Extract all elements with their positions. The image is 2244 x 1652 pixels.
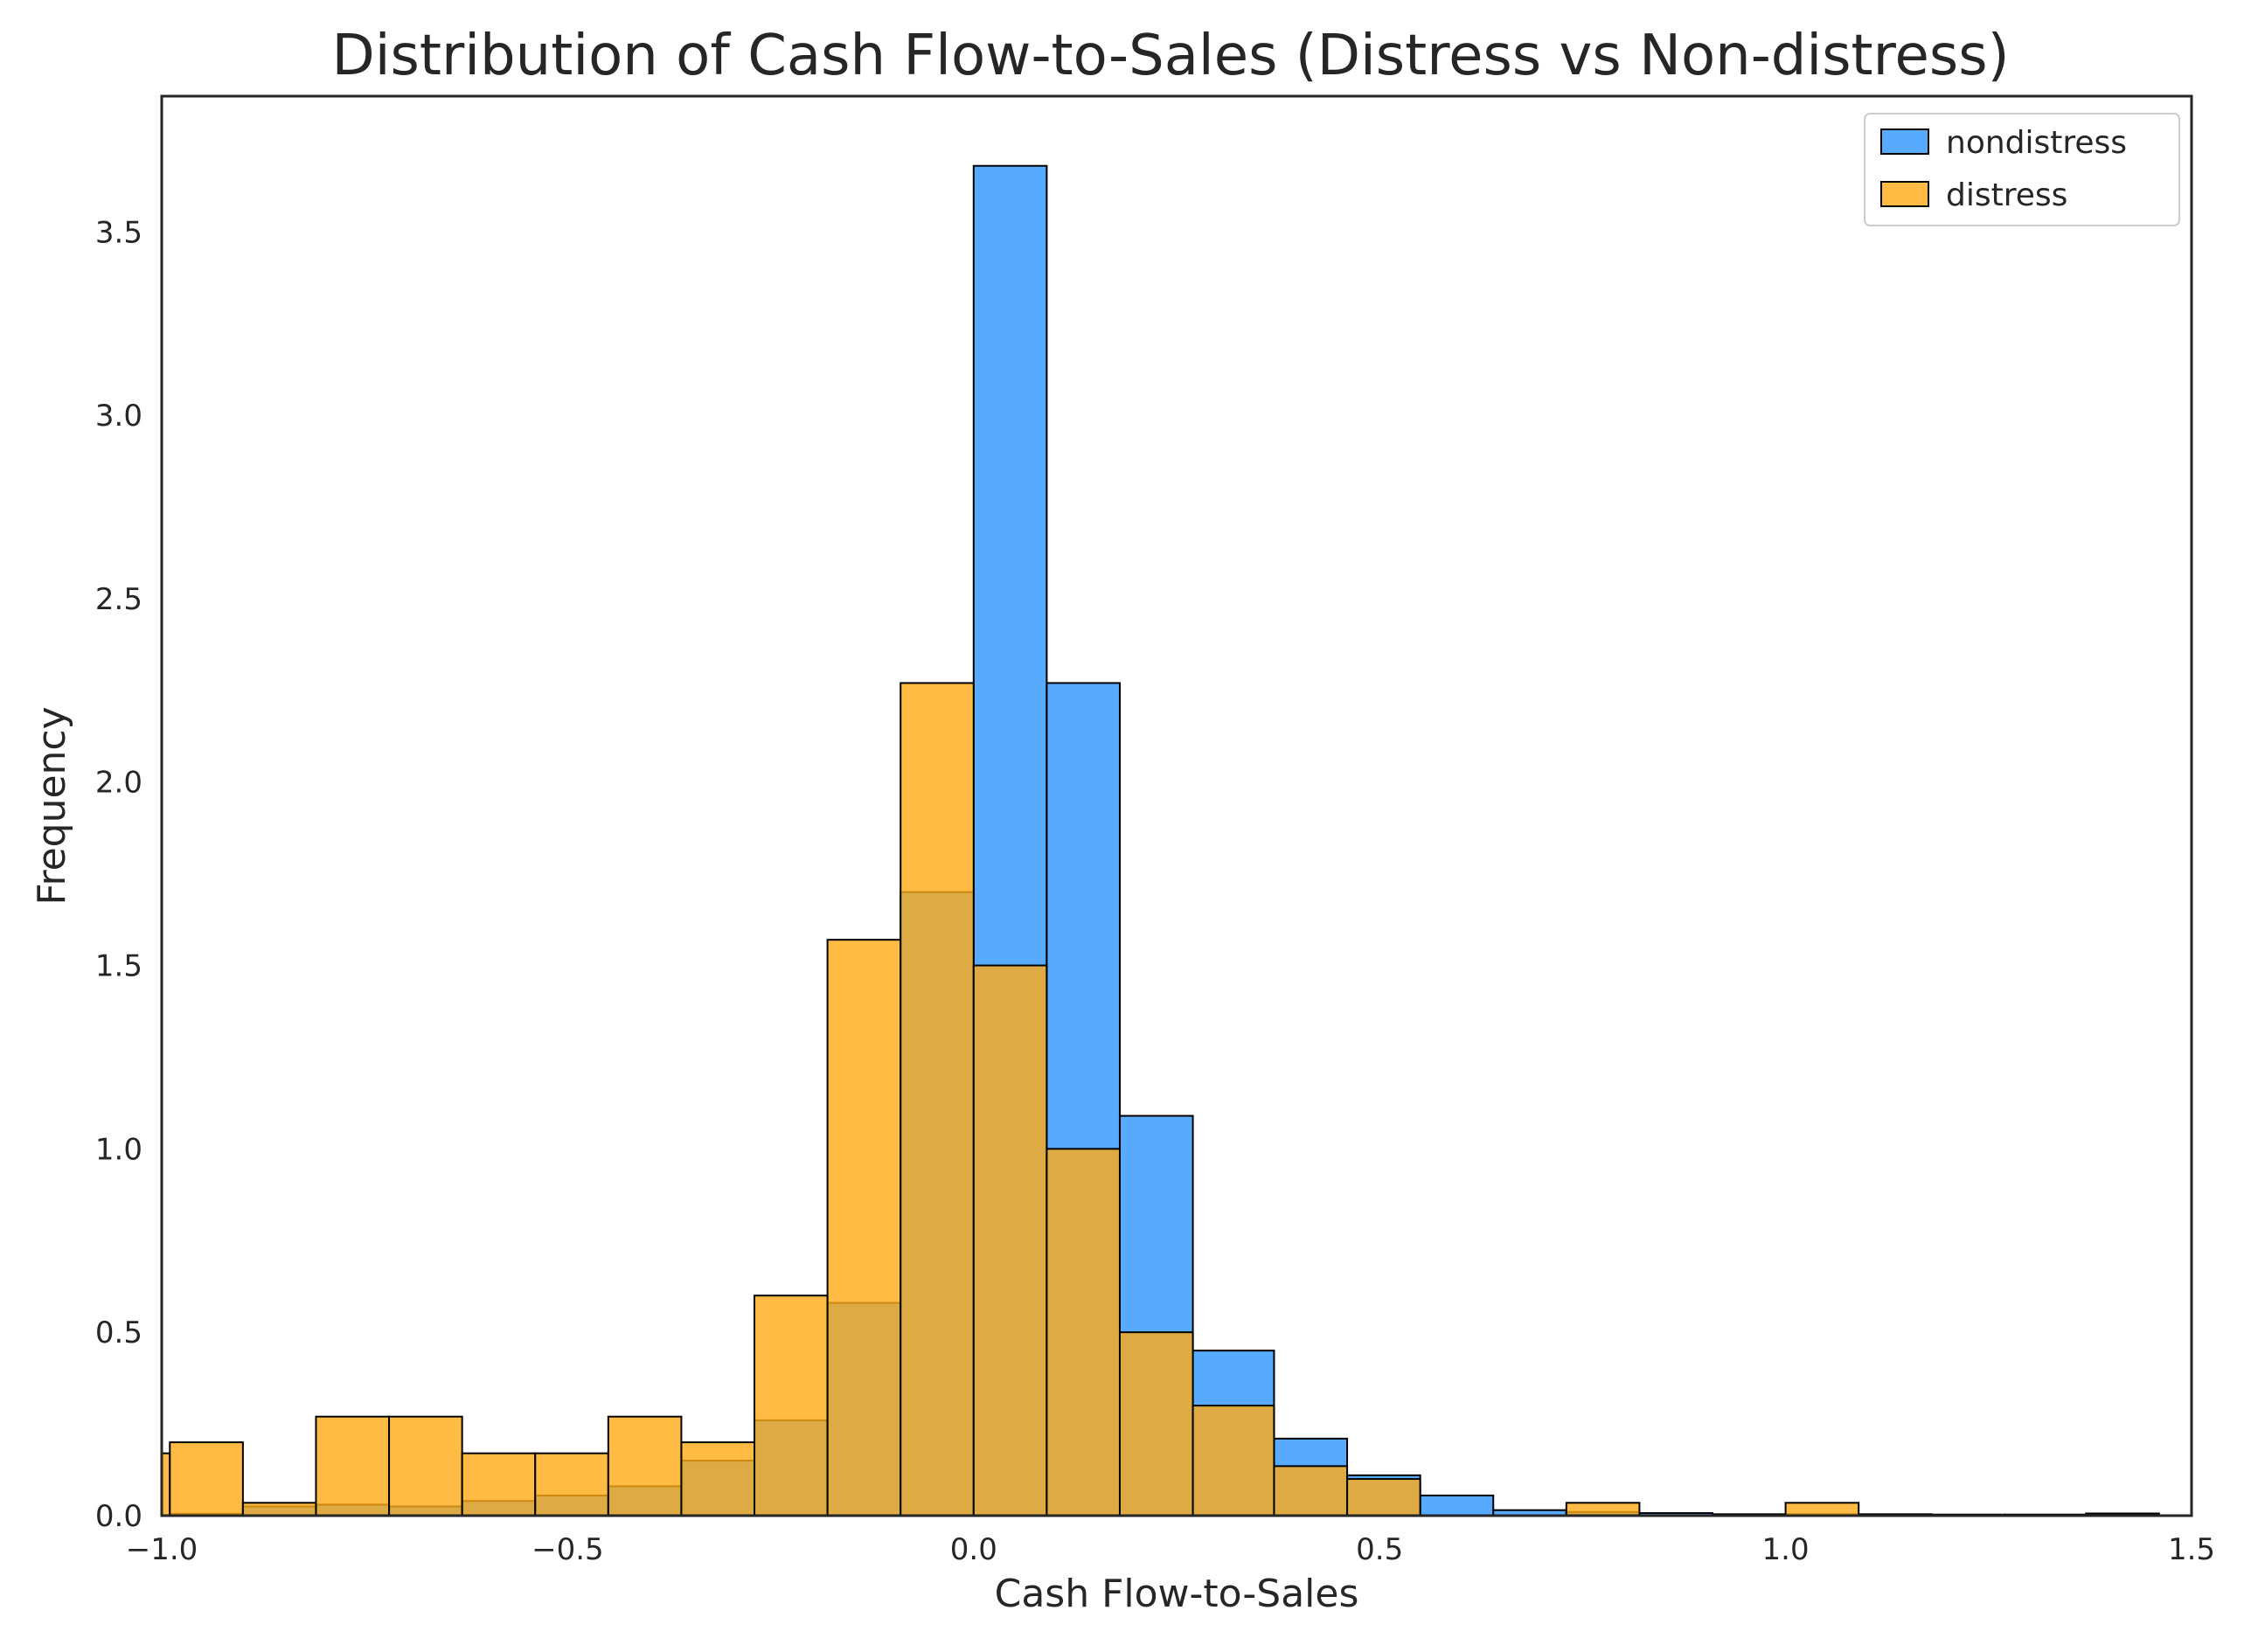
bar-distress-16: [1273, 1465, 1349, 1517]
legend-swatch-nondistress: [1880, 128, 1929, 155]
legend-swatch-distress: [1880, 181, 1929, 207]
chart-legend: nondistress distress: [1864, 113, 2180, 226]
bar-distress-11: [900, 682, 975, 1517]
bar-distress-8: [680, 1441, 756, 1517]
y-axis-label: Frequency: [30, 706, 74, 905]
legend-label-distress: distress: [1946, 177, 2067, 213]
y-axis-ticks: 0.0 0.5 1.0 1.5 2.0 2.5 3.0 3.5: [95, 215, 142, 1534]
y-tick-label: 2.5: [95, 582, 142, 617]
x-tick-label: 1.0: [1762, 1532, 1810, 1567]
x-tick-label: −1.0: [126, 1532, 198, 1567]
x-axis-label: Cash Flow-to-Sales: [995, 1572, 1359, 1616]
y-tick-label: 1.0: [95, 1132, 142, 1167]
x-tick-label: 0.0: [950, 1532, 997, 1567]
bar-distress-4: [388, 1415, 463, 1517]
bar-distress-10: [826, 939, 902, 1517]
y-tick-label: 0.0: [95, 1499, 142, 1534]
bar-distress-15: [1191, 1405, 1275, 1517]
x-tick-label: −0.5: [531, 1532, 604, 1567]
x-tick-label: 1.5: [2168, 1532, 2215, 1567]
series-distress-bars: [161, 682, 1860, 1517]
bar-nondistress-17: [1419, 1494, 1495, 1517]
bar-distress-6: [534, 1452, 609, 1517]
y-tick-label: 3.5: [95, 215, 142, 250]
bar-distress-17: [1346, 1478, 1421, 1517]
y-tick-label: 0.5: [95, 1315, 142, 1350]
x-tick-label: 0.5: [1356, 1532, 1403, 1567]
x-axis-ticks: −1.0 −0.5 0.0 0.5 1.0 1.5: [126, 1532, 2215, 1567]
legend-box: [1864, 113, 2180, 226]
bar-distress-18: [1565, 1502, 1641, 1517]
bar-distress-2: [241, 1502, 317, 1517]
chart-title: Distribution of Cash Flow-to-Sales (Dist…: [331, 24, 2009, 88]
bar-distress-9: [754, 1295, 829, 1517]
bar-distress-19: [1784, 1502, 1860, 1517]
bar-distress-12: [972, 964, 1048, 1517]
bar-distress-3: [315, 1415, 391, 1517]
y-tick-label: 3.0: [95, 399, 142, 434]
y-tick-label: 1.5: [95, 949, 142, 984]
bar-distress-7: [607, 1415, 683, 1517]
legend-label-nondistress: nondistress: [1946, 125, 2127, 161]
y-tick-label: 2.0: [95, 766, 142, 801]
plot-area-frame: [160, 94, 2193, 1517]
bar-distress-5: [461, 1452, 537, 1517]
bar-distress-14: [1118, 1331, 1194, 1517]
bar-distress-1: [169, 1441, 244, 1517]
bar-distress-13: [1046, 1148, 1121, 1517]
